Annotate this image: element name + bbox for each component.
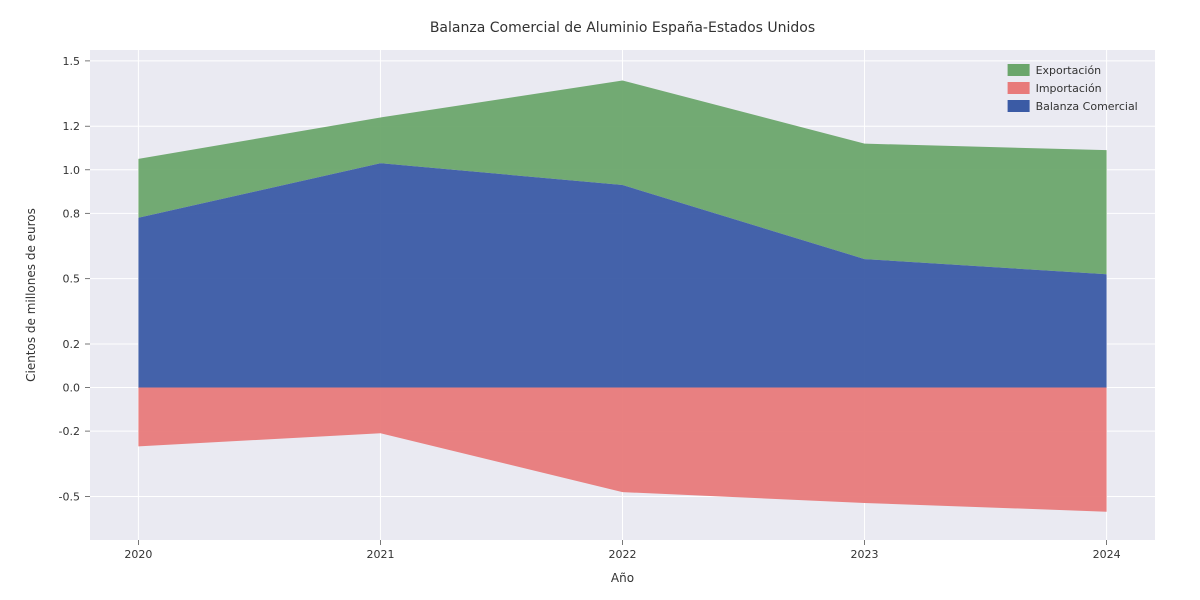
y-tick-label: 1.0 bbox=[63, 164, 81, 177]
legend-swatch bbox=[1008, 82, 1030, 94]
x-tick-label: 2021 bbox=[366, 548, 394, 561]
y-axis-label: Cientos de millones de euros bbox=[24, 208, 38, 382]
y-tick-label: 1.5 bbox=[63, 55, 81, 68]
legend-swatch bbox=[1008, 100, 1030, 112]
y-tick-label: 0.0 bbox=[63, 382, 81, 395]
x-tick-label: 2024 bbox=[1093, 548, 1121, 561]
legend-label: Importación bbox=[1036, 82, 1102, 95]
y-tick-label: 0.5 bbox=[63, 273, 81, 286]
y-tick-label: 0.2 bbox=[63, 338, 81, 351]
x-tick-label: 2020 bbox=[124, 548, 152, 561]
x-axis-label: Año bbox=[611, 571, 634, 585]
chart-title: Balanza Comercial de Aluminio España-Est… bbox=[430, 20, 815, 36]
y-tick-label: 0.8 bbox=[63, 207, 81, 220]
legend: Exportación Importación Balanza Comercial bbox=[1000, 56, 1149, 122]
legend-label: Exportación bbox=[1036, 64, 1102, 77]
x-axis: 2020 2021 2022 2023 2024 bbox=[124, 540, 1120, 561]
legend-label: Balanza Comercial bbox=[1036, 100, 1138, 113]
chart-container: 2020 2021 2022 2023 2024 -0.5 -0.2 0.0 0.2 0.5 0.8… bbox=[0, 0, 1200, 600]
y-tick-label: 1.2 bbox=[63, 120, 81, 133]
x-tick-label: 2023 bbox=[851, 548, 879, 561]
x-tick-label: 2022 bbox=[609, 548, 637, 561]
legend-swatch bbox=[1008, 64, 1030, 76]
area-chart: 2020 2021 2022 2023 2024 -0.5 -0.2 0.0 0.2 0.5 0.8… bbox=[0, 0, 1200, 600]
y-axis: -0.5 -0.2 0.0 0.2 0.5 0.8 1.0 1.2 1.5 bbox=[59, 55, 90, 504]
y-tick-label: -0.2 bbox=[59, 425, 80, 438]
y-tick-label: -0.5 bbox=[59, 490, 80, 503]
